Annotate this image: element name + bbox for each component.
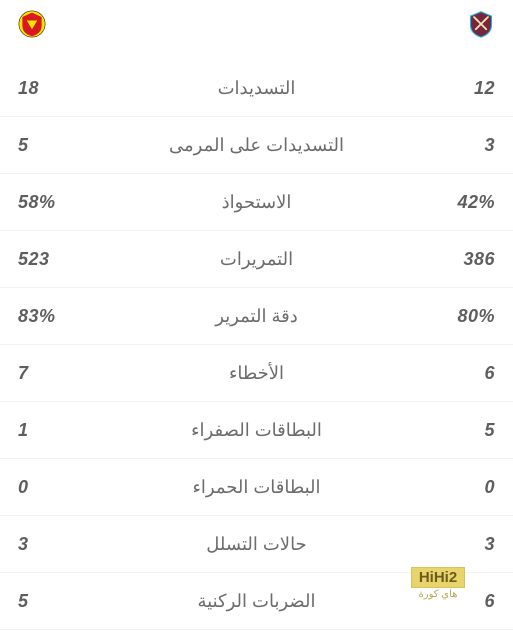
stat-left-value: 5	[18, 135, 137, 156]
stat-row: 0 البطاقات الحمراء 0	[0, 459, 513, 516]
stat-left-value: 18	[18, 78, 137, 99]
stat-left-value: 3	[18, 534, 137, 555]
stat-row: 7 الأخطاء 6	[0, 345, 513, 402]
stat-label: الضربات الركنية	[137, 591, 376, 612]
teams-header	[0, 0, 513, 54]
stats-rows: 18 التسديدات 12 5 التسديدات على المرمى 3…	[0, 60, 513, 630]
team-left-crest-icon	[18, 10, 46, 38]
stat-row: 3 حالات التسلل 3	[0, 516, 513, 573]
stat-right-value: 42%	[376, 192, 495, 213]
stat-right-value: 3	[376, 135, 495, 156]
stat-row: 58% الاستحواذ 42%	[0, 174, 513, 231]
stat-right-value: 80%	[376, 306, 495, 327]
stat-left-value: 523	[18, 249, 137, 270]
stat-left-value: 5	[18, 591, 137, 612]
stat-right-value: 6	[376, 591, 495, 612]
stat-row: 5 التسديدات على المرمى 3	[0, 117, 513, 174]
stat-label: البطاقات الصفراء	[137, 420, 376, 441]
stat-left-value: 58%	[18, 192, 137, 213]
stat-right-value: 5	[376, 420, 495, 441]
stat-left-value: 7	[18, 363, 137, 384]
stat-left-value: 0	[18, 477, 137, 498]
stat-right-value: 386	[376, 249, 495, 270]
stat-row: 18 التسديدات 12	[0, 60, 513, 117]
stat-label: التسديدات على المرمى	[137, 135, 376, 156]
stat-label: البطاقات الحمراء	[137, 477, 376, 498]
stat-label: دقة التمرير	[137, 306, 376, 327]
stat-right-value: 3	[376, 534, 495, 555]
team-right-crest-icon	[467, 10, 495, 38]
stat-row: 1 البطاقات الصفراء 5	[0, 402, 513, 459]
stat-left-value: 1	[18, 420, 137, 441]
match-stats-panel: 18 التسديدات 12 5 التسديدات على المرمى 3…	[0, 0, 513, 640]
stat-right-value: 12	[376, 78, 495, 99]
stat-left-value: 83%	[18, 306, 137, 327]
stat-row: 523 التمريرات 386	[0, 231, 513, 288]
stat-label: الاستحواذ	[137, 192, 376, 213]
stat-label: الأخطاء	[137, 363, 376, 384]
stat-label: التسديدات	[137, 78, 376, 99]
stat-right-value: 6	[376, 363, 495, 384]
stat-label: التمريرات	[137, 249, 376, 270]
stat-right-value: 0	[376, 477, 495, 498]
stat-row: 83% دقة التمرير 80%	[0, 288, 513, 345]
stat-row: 5 الضربات الركنية 6	[0, 573, 513, 630]
stat-label: حالات التسلل	[137, 534, 376, 555]
